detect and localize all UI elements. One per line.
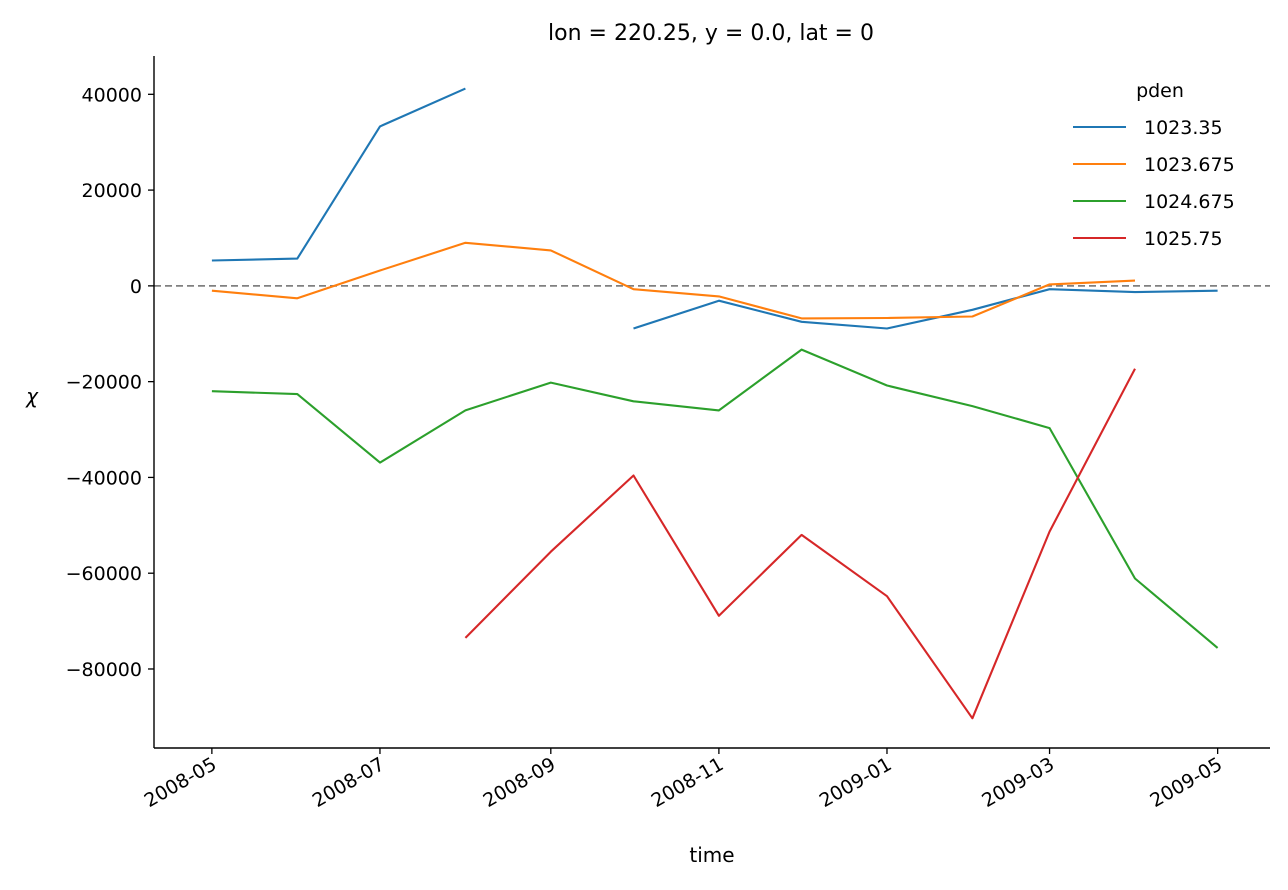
x-axis-label: time [689, 843, 734, 867]
y-tick-label: −20000 [66, 372, 142, 394]
y-tick-label: 20000 [82, 180, 142, 202]
legend-title: pden [1136, 80, 1184, 102]
legend-label: 1025.75 [1144, 228, 1223, 250]
legend-label: 1023.35 [1144, 117, 1223, 139]
x-tick-label: 2009-05 [1146, 753, 1226, 812]
x-tick-label: 2008-05 [141, 753, 221, 812]
legend-label: 1023.675 [1144, 154, 1235, 176]
x-tick-label: 2009-01 [816, 753, 896, 812]
axes-layer [153, 56, 1270, 749]
legend: pden 1023.35 1023.675 1024.675 1025.75 [1073, 80, 1235, 250]
x-tick-label: 2009-03 [978, 753, 1058, 812]
y-tick-label: 40000 [82, 84, 142, 106]
x-tick-label: 2008-09 [480, 753, 560, 812]
y-axis-label: χ [25, 384, 39, 408]
chart-title: lon = 220.25, y = 0.0, lat = 0 [548, 21, 874, 46]
x-tick-label: 2008-11 [648, 753, 728, 812]
y-tick-label: 0 [130, 276, 142, 298]
series-layer [211, 87, 1219, 720]
y-tick-label: −80000 [66, 659, 142, 681]
series-line-1025.75 [464, 368, 1136, 720]
series-line-1023.675 [211, 241, 1136, 320]
series-line-1023.35 [633, 288, 1218, 330]
series-line-1024.675 [211, 348, 1219, 649]
legend-label: 1024.675 [1144, 191, 1235, 213]
ticks-layer: 40000 20000 0 −20000 −40000 −60000 −80000 2008-… [66, 84, 1227, 812]
x-tick-label: 2008-07 [309, 753, 389, 812]
y-tick-label: −40000 [66, 467, 142, 489]
y-tick-label: −60000 [66, 563, 142, 585]
series-line-1023.35 [211, 87, 466, 262]
